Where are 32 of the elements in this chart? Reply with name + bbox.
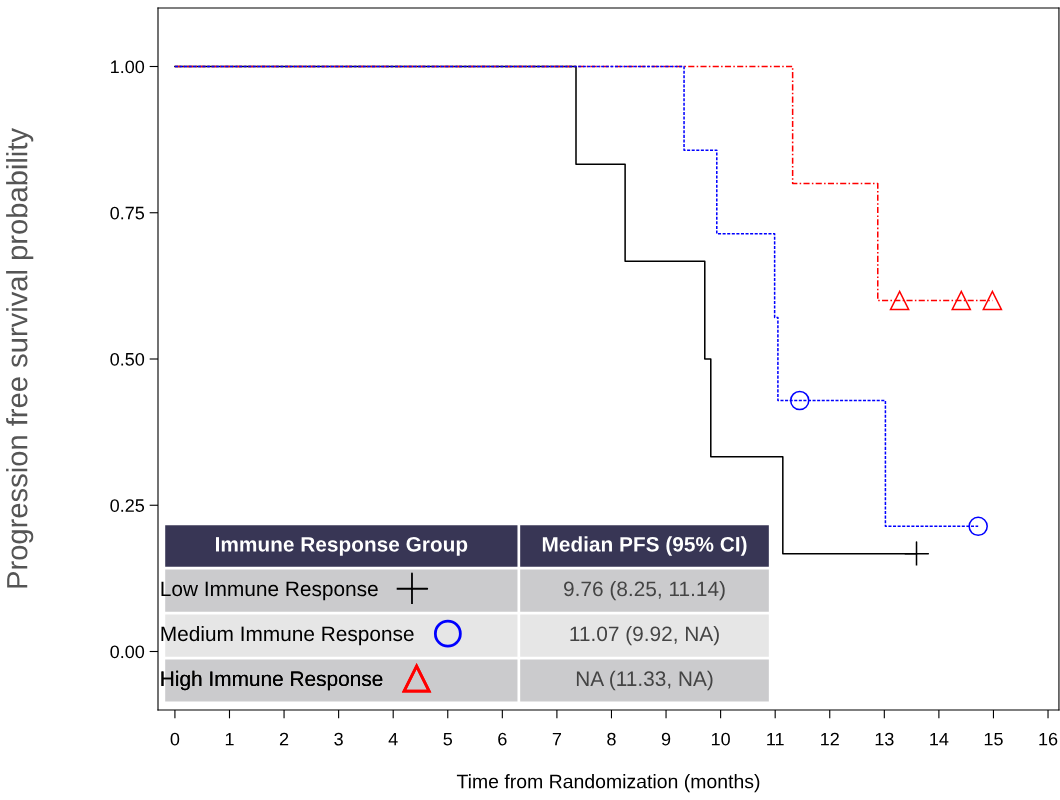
x-tick-label: 3 <box>334 732 343 746</box>
annotation: NA (11.33, NA) <box>576 670 713 691</box>
x-tick-label: 11 <box>767 732 784 746</box>
y-tick-label: 0.50 <box>110 352 145 366</box>
x-axis-title: Time from Randomization (months) <box>456 774 760 793</box>
x-tick-label: 16 <box>1039 732 1058 746</box>
legend-label: High Immune Response <box>161 670 383 691</box>
legend-label: Medium Immune Response <box>161 625 414 646</box>
x-tick-label: 5 <box>443 732 453 746</box>
x-tick-label: 4 <box>388 732 398 746</box>
annotation: 9.76 (8.25, 11.14) <box>564 580 725 601</box>
y-axis-title: Progression free survival probability <box>6 128 34 588</box>
y-tick-label: 1.00 <box>111 60 145 74</box>
y-tick-label: 0.25 <box>110 499 145 512</box>
x-tick-label: 13 <box>875 732 894 746</box>
x-tick-label: 7 <box>552 732 562 746</box>
x-tick-label: 1 <box>225 732 234 746</box>
x-tick-label: 0 <box>170 732 180 746</box>
x-tick-label: 12 <box>821 732 839 746</box>
annotation: Median PFS (95% CI) <box>542 536 747 556</box>
x-tick-label: 2 <box>279 732 289 746</box>
legend-title: Immune Response Group <box>215 536 468 556</box>
y-tick-label: 0.75 <box>110 206 145 220</box>
x-tick-label: 8 <box>607 732 616 746</box>
x-tick-label: 6 <box>498 732 507 746</box>
x-tick-label: 9 <box>661 732 671 746</box>
x-tick-label: 15 <box>984 732 1003 746</box>
x-tick-label: 10 <box>711 732 730 746</box>
x-tick-label: 14 <box>930 732 949 746</box>
legend-label: Low Immune Response <box>161 581 378 601</box>
y-tick-label: 0.00 <box>110 645 145 659</box>
annotation: 11.07 (9.92, NA) <box>570 625 719 646</box>
